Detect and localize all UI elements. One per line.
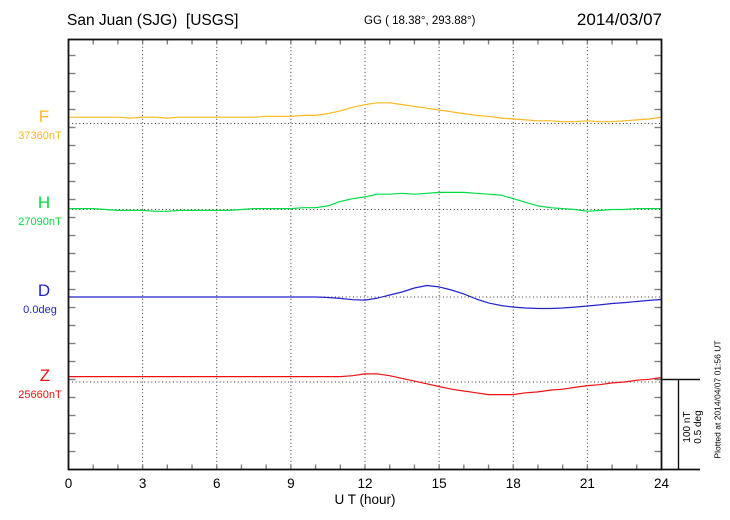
x-tick-label-3: 3: [138, 476, 147, 491]
trace-label-H: H: [37, 193, 51, 212]
plotted-at-note: Plotted at 2014/04/07 01:56 UT: [712, 340, 723, 459]
plot-date: 2014/03/07: [576, 10, 662, 29]
x-tick-label-0: 0: [64, 476, 73, 491]
x-axis-title: U T (hour): [334, 492, 396, 507]
scale-bar-deg-label: 0.5 deg: [693, 410, 704, 444]
trace-baseline-value-F: 37360nT: [18, 130, 62, 142]
trace-D: [68, 284, 662, 310]
x-tick-label-18: 18: [505, 476, 521, 491]
x-tick-label-12: 12: [357, 476, 373, 491]
trace-F: [68, 102, 662, 123]
geographic-coordinates: GG ( 18.38°, 293.88°): [364, 15, 476, 27]
trace-Z: [68, 373, 662, 396]
x-tick-label-21: 21: [579, 476, 595, 491]
trace-baseline-value-H: 27090nT: [18, 216, 62, 228]
trace-label-D: D: [37, 281, 51, 300]
x-tick-label-6: 6: [212, 476, 221, 491]
trace-baseline-value-Z: 25660nT: [18, 389, 62, 401]
trace-label-F: F: [38, 107, 50, 126]
plot-border: [67, 38, 663, 471]
trace-label-Z: Z: [39, 366, 51, 385]
x-tick-label-9: 9: [287, 476, 295, 491]
x-tick-label-15: 15: [431, 476, 447, 491]
trace-baseline-value-D: 0.0deg: [23, 304, 57, 316]
trace-H: [68, 191, 662, 212]
station-title: San Juan (SJG) [USGS]: [67, 12, 239, 29]
x-tick-label-24: 24: [653, 476, 670, 491]
scale-bar-nt-label: 100 nT: [682, 411, 693, 443]
scale-bar-label: 100 nT 0.5 deg: [682, 382, 704, 472]
